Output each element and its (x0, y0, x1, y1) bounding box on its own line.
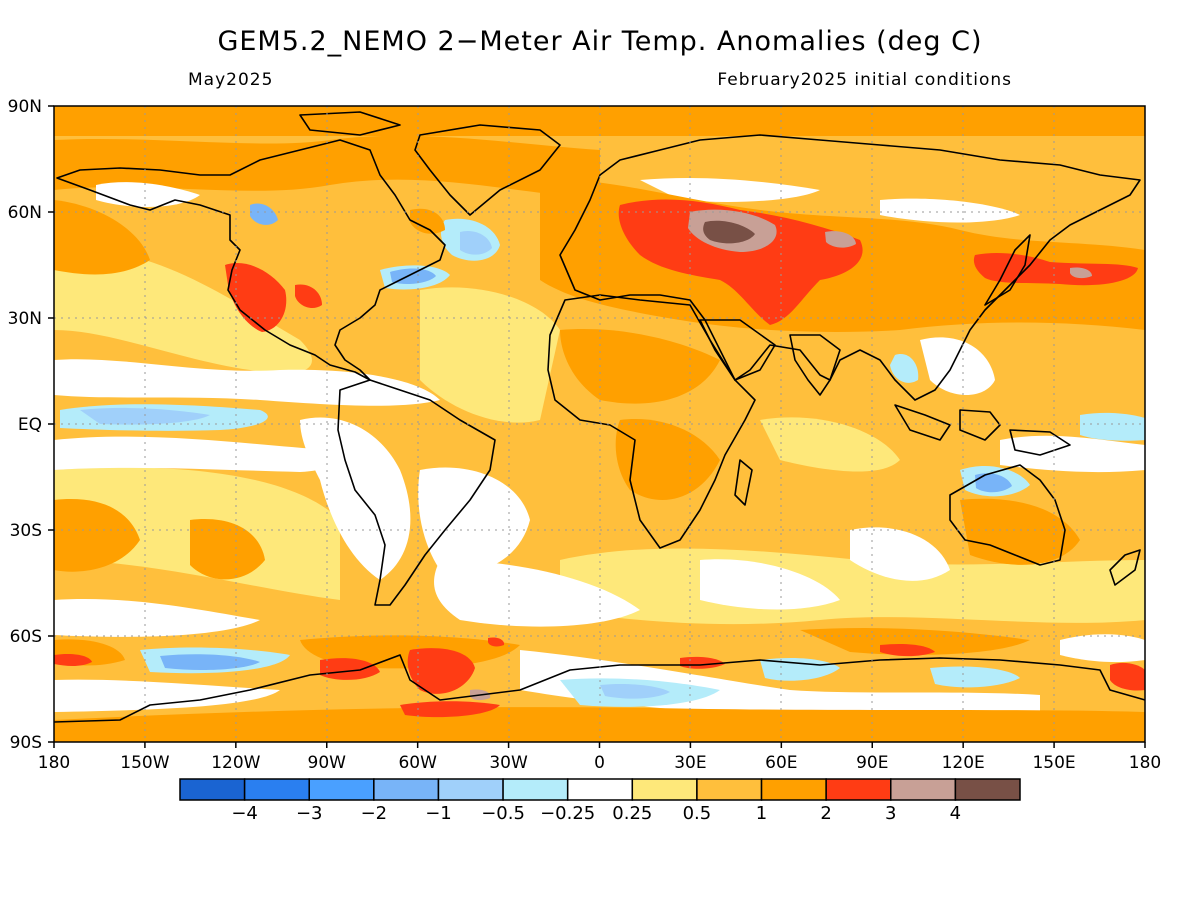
lon-tick-label: 30W (489, 753, 528, 773)
colorbar-label: 0.25 (612, 803, 652, 824)
colorbar-label: −3 (296, 803, 323, 824)
colorbar-label: −2 (361, 803, 388, 824)
lon-tick-label: 180 (38, 753, 70, 773)
colorbar-swatch (437, 778, 504, 801)
colorbar-label: 2 (820, 803, 831, 824)
lon-tick-label: 180 (1129, 753, 1161, 773)
colorbar-label: −1 (425, 803, 452, 824)
lon-tick-label: 150E (1032, 753, 1075, 773)
colorbar-swatch (502, 778, 569, 801)
lon-tick-label: 30E (674, 753, 706, 773)
colorbar-swatch (825, 778, 892, 801)
lat-tick-label: 60N (8, 203, 42, 223)
colorbar-label: 1 (756, 803, 767, 824)
coastlines (54, 111, 1145, 723)
lat-tick-label: EQ (18, 415, 42, 435)
colorbar-swatch (566, 778, 634, 801)
colorbar-swatch (631, 778, 698, 801)
colorbar-swatch (179, 778, 246, 801)
colorbar-label: 3 (885, 803, 896, 824)
initial-conditions: February2025 initial conditions (717, 70, 1012, 90)
colorbar-label: 4 (950, 803, 961, 824)
lon-tick-label: 0 (594, 753, 605, 773)
colorbar-swatch (696, 778, 763, 801)
colorbar: −4 −3 −2 −1 −0.5 −0.25 0.25 0.5 1 2 3 4 (179, 778, 1021, 824)
colorbar-swatch (890, 778, 957, 801)
colorbar-swatch (308, 778, 375, 801)
lat-tick-label: 90N (8, 97, 42, 117)
colorbar-label: 0.5 (683, 803, 712, 824)
colorbar-label: −0.5 (481, 803, 525, 824)
colorbar-swatch (760, 778, 827, 801)
lat-tick-label: 30S (10, 521, 42, 541)
lon-tick-label: 150W (120, 753, 169, 773)
latitude-axis: 90N 60N 30N EQ 30S 60S 90S (8, 97, 54, 753)
lon-tick-label: 60E (765, 753, 797, 773)
gridlines (54, 106, 1145, 742)
map-title: GEM5.2_NEMO 2−Meter Air Temp. Anomalies … (217, 26, 983, 57)
colorbar-label: −4 (231, 803, 258, 824)
colorbar-swatch (954, 778, 1021, 801)
lat-tick-label: 90S (10, 733, 42, 753)
forecast-month: May2025 (188, 70, 274, 90)
lon-tick-label: 90W (308, 753, 347, 773)
longitude-axis: 180 150W 120W 90W 60W 30W 0 30E 60E 90E 120E 150E 18… (38, 742, 1161, 773)
colorbar-label: −0.25 (540, 803, 595, 824)
lon-tick-label: 120E (942, 753, 985, 773)
lon-tick-label: 60W (398, 753, 437, 773)
lat-tick-label: 60S (10, 627, 42, 647)
lat-tick-label: 30N (8, 309, 42, 329)
colorbar-swatch (243, 778, 310, 801)
lon-tick-label: 90E (856, 753, 888, 773)
colorbar-swatch (373, 778, 440, 801)
lon-tick-label: 120W (211, 753, 260, 773)
